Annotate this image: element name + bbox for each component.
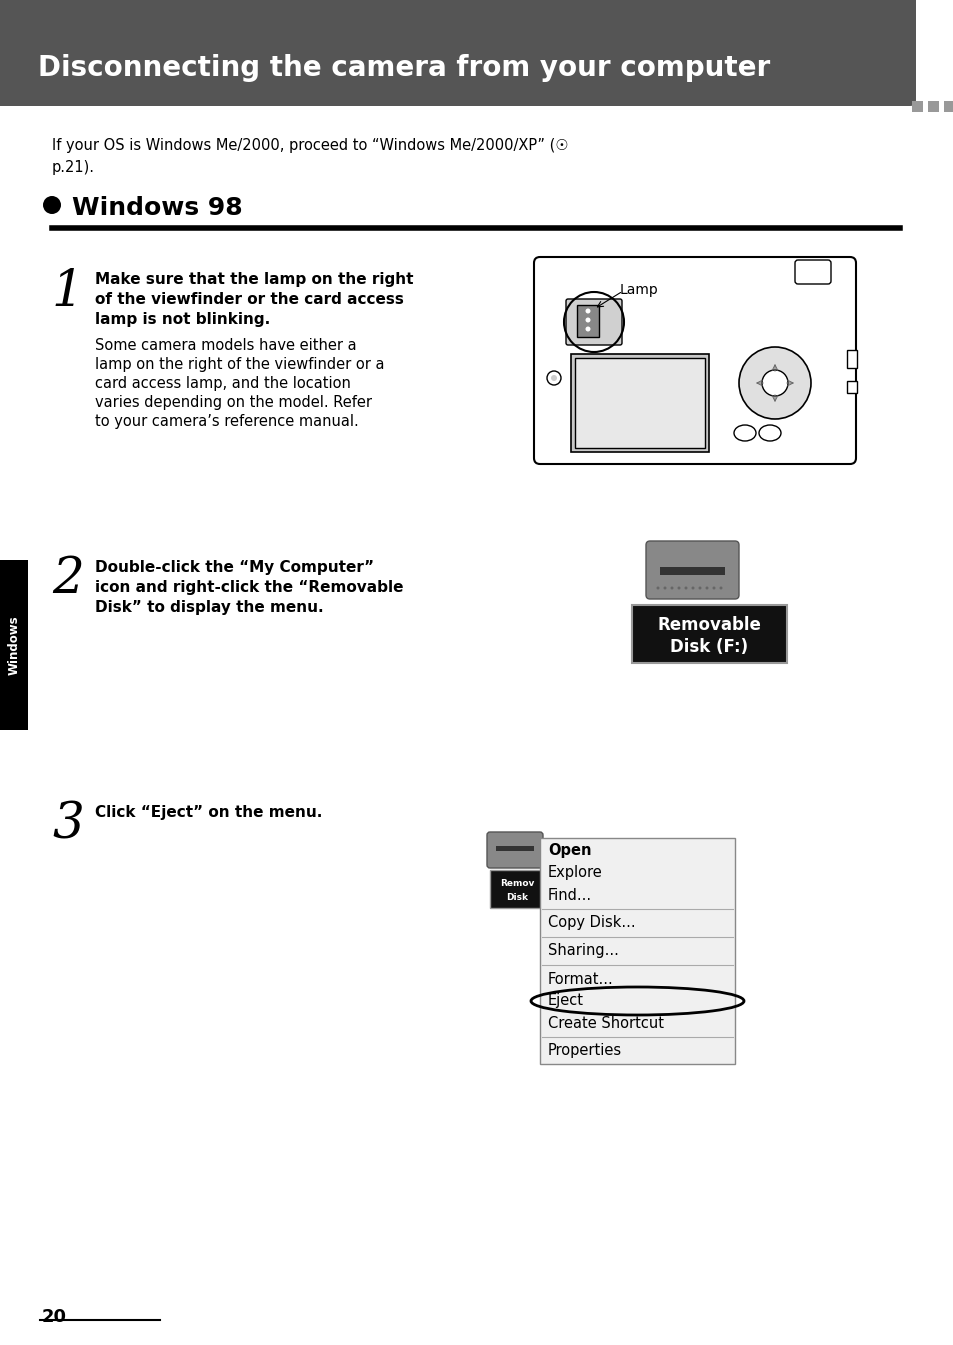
Bar [911, 101, 923, 112]
Bar [0, 560, 28, 730]
Text: Disk” to display the menu.: Disk” to display the menu. [95, 600, 323, 615]
Text: Disk: Disk [506, 893, 528, 902]
Text: Removable: Removable [657, 616, 760, 633]
Circle shape [585, 317, 590, 323]
Circle shape [585, 327, 590, 331]
Text: of the viewfinder or the card access: of the viewfinder or the card access [95, 292, 403, 307]
Text: Disconnecting the camera from your computer: Disconnecting the camera from your compu… [38, 54, 769, 82]
Bar [943, 101, 953, 112]
Bar [0, 0, 909, 50]
Text: lamp on the right of the viewfinder or a: lamp on the right of the viewfinder or a [95, 356, 384, 373]
Text: 20: 20 [42, 1307, 67, 1326]
Bar [846, 350, 856, 369]
Circle shape [719, 586, 721, 589]
Text: Remov: Remov [499, 880, 534, 889]
Text: Create Shortcut: Create Shortcut [547, 1015, 663, 1030]
Text: p.21).: p.21). [52, 160, 95, 175]
FancyBboxPatch shape [577, 305, 598, 338]
FancyBboxPatch shape [565, 299, 621, 346]
Text: Make sure that the lamp on the right: Make sure that the lamp on the right [95, 272, 413, 286]
Bar [659, 568, 724, 576]
FancyBboxPatch shape [534, 257, 855, 464]
Text: Copy Disk...: Copy Disk... [547, 916, 635, 931]
Ellipse shape [733, 425, 755, 441]
FancyBboxPatch shape [794, 260, 830, 284]
Circle shape [712, 586, 715, 589]
Ellipse shape [759, 425, 781, 441]
Text: 2: 2 [52, 555, 84, 604]
Text: 1: 1 [52, 268, 84, 317]
FancyBboxPatch shape [486, 833, 542, 868]
Text: Format...: Format... [547, 971, 613, 986]
Text: Windows: Windows [8, 615, 20, 675]
Text: Lamp: Lamp [619, 282, 659, 297]
Text: Properties: Properties [547, 1044, 621, 1059]
Circle shape [585, 308, 590, 313]
Bar [490, 870, 544, 908]
Text: If your OS is Windows Me/2000, proceed to “Windows Me/2000/XP” (☉: If your OS is Windows Me/2000, proceed t… [52, 139, 568, 153]
Bar [927, 101, 938, 112]
Circle shape [691, 586, 694, 589]
Bar [846, 381, 856, 393]
Bar [539, 838, 734, 1064]
Text: Double-click the “My Computer”: Double-click the “My Computer” [95, 560, 374, 576]
FancyBboxPatch shape [0, 0, 915, 106]
Text: Windows 98: Windows 98 [71, 196, 242, 221]
Text: Explore: Explore [547, 865, 602, 881]
Circle shape [551, 375, 557, 381]
Circle shape [684, 586, 687, 589]
Text: Some camera models have either a: Some camera models have either a [95, 338, 356, 352]
Circle shape [705, 586, 708, 589]
Circle shape [698, 586, 700, 589]
Text: varies depending on the model. Refer: varies depending on the model. Refer [95, 395, 372, 410]
Circle shape [677, 586, 679, 589]
Circle shape [656, 586, 659, 589]
Text: Open: Open [547, 843, 591, 858]
Circle shape [739, 347, 810, 420]
Circle shape [761, 370, 787, 395]
Text: Disk (F:): Disk (F:) [670, 638, 748, 656]
Text: lamp is not blinking.: lamp is not blinking. [95, 312, 270, 327]
Circle shape [43, 196, 61, 214]
FancyBboxPatch shape [645, 541, 739, 599]
Bar [496, 846, 534, 851]
FancyBboxPatch shape [571, 354, 708, 452]
Text: Find...: Find... [547, 888, 592, 902]
Text: Sharing...: Sharing... [547, 943, 618, 959]
Bar [631, 605, 786, 663]
Text: Click “Eject” on the menu.: Click “Eject” on the menu. [95, 806, 322, 820]
Text: card access lamp, and the location: card access lamp, and the location [95, 377, 351, 391]
Text: to your camera’s reference manual.: to your camera’s reference manual. [95, 414, 358, 429]
Circle shape [546, 371, 560, 385]
FancyBboxPatch shape [575, 358, 704, 448]
Circle shape [662, 586, 666, 589]
Text: Eject: Eject [547, 994, 583, 1009]
Circle shape [670, 586, 673, 589]
Text: icon and right-click the “Removable: icon and right-click the “Removable [95, 580, 403, 594]
Text: 3: 3 [52, 800, 84, 850]
